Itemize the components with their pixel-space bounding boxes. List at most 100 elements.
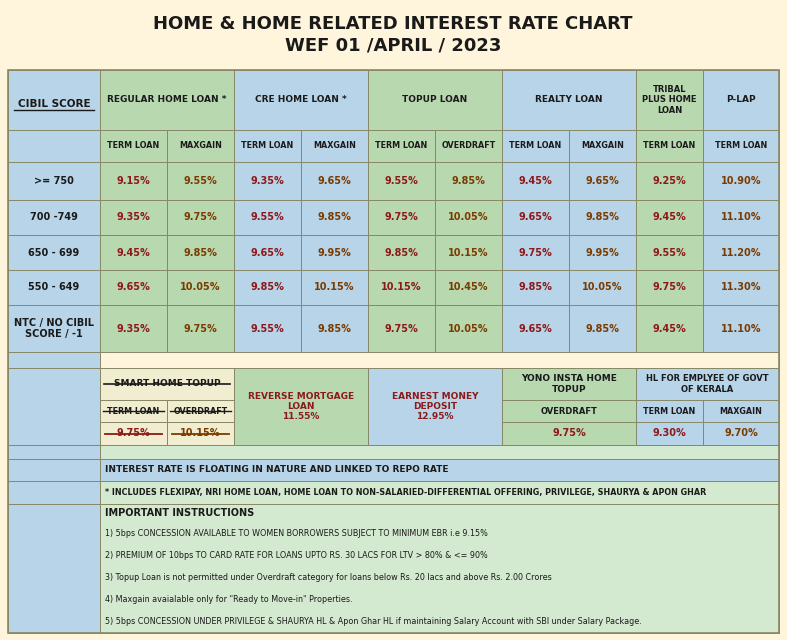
Text: MAXGAIN: MAXGAIN — [581, 141, 624, 150]
Text: 9.45%: 9.45% — [652, 212, 686, 223]
Bar — [100, 305, 167, 352]
Bar — [636, 270, 703, 305]
Bar — [8, 235, 100, 270]
Text: 10.90%: 10.90% — [721, 176, 761, 186]
Bar — [636, 235, 703, 270]
Bar — [368, 70, 502, 130]
Bar — [301, 305, 368, 352]
Text: 10.15%: 10.15% — [449, 248, 489, 257]
Bar — [636, 200, 703, 235]
Bar — [8, 130, 100, 162]
Text: 11.30%: 11.30% — [721, 282, 761, 292]
Bar — [368, 130, 435, 162]
Text: NTC / NO CIBIL
SCORE / -1: NTC / NO CIBIL SCORE / -1 — [14, 317, 94, 339]
Bar — [100, 445, 779, 459]
Text: TERM LOAN: TERM LOAN — [107, 406, 160, 415]
Bar — [100, 235, 167, 270]
Bar — [0, 0, 787, 65]
Text: 4) Maxgain avaialable only for "Ready to Move-in" Properties.: 4) Maxgain avaialable only for "Ready to… — [105, 595, 353, 605]
Text: TERM LOAN: TERM LOAN — [375, 141, 427, 150]
Bar — [234, 235, 301, 270]
Bar — [234, 130, 301, 162]
Bar — [234, 162, 301, 200]
Text: 9.65%: 9.65% — [250, 248, 284, 257]
Bar — [502, 305, 569, 352]
Text: YONO INSTA HOME
TOPUP: YONO INSTA HOME TOPUP — [521, 374, 617, 394]
Bar — [569, 270, 636, 305]
Bar — [502, 130, 569, 162]
Bar — [703, 70, 779, 130]
Text: 9.25%: 9.25% — [652, 176, 686, 186]
Text: REALTY LOAN: REALTY LOAN — [535, 95, 603, 104]
Text: TERM LOAN: TERM LOAN — [644, 141, 696, 150]
Text: 9.75%: 9.75% — [552, 429, 586, 438]
Bar — [234, 368, 368, 445]
Bar — [636, 162, 703, 200]
Text: 9.75%: 9.75% — [519, 248, 552, 257]
Bar — [301, 270, 368, 305]
Text: 9.65%: 9.65% — [318, 176, 351, 186]
Bar — [502, 422, 636, 445]
Text: 9.75%: 9.75% — [116, 429, 150, 438]
Text: 9.35%: 9.35% — [116, 323, 150, 333]
Text: 9.35%: 9.35% — [116, 212, 150, 223]
Bar — [8, 481, 100, 504]
Bar — [8, 70, 100, 130]
Bar — [100, 481, 779, 504]
Bar — [100, 270, 167, 305]
Text: 9.75%: 9.75% — [652, 282, 686, 292]
Text: WEF 01 /APRIL / 2023: WEF 01 /APRIL / 2023 — [285, 37, 501, 55]
Text: 10.15%: 10.15% — [180, 429, 220, 438]
Text: MAXGAIN: MAXGAIN — [179, 141, 222, 150]
Bar — [100, 459, 779, 481]
Text: MAXGAIN: MAXGAIN — [719, 406, 763, 415]
Bar — [569, 200, 636, 235]
Text: 9.55%: 9.55% — [250, 323, 284, 333]
Text: 9.85%: 9.85% — [586, 323, 619, 333]
Text: P-LAP: P-LAP — [726, 95, 756, 104]
Bar — [569, 162, 636, 200]
Text: 9.55%: 9.55% — [652, 248, 686, 257]
Bar — [636, 70, 703, 130]
Text: 10.15%: 10.15% — [314, 282, 355, 292]
Bar — [100, 130, 167, 162]
Text: 9.85%: 9.85% — [519, 282, 552, 292]
Text: INTEREST RATE IS FLOATING IN NATURE AND LINKED TO REPO RATE: INTEREST RATE IS FLOATING IN NATURE AND … — [105, 465, 449, 474]
Bar — [636, 305, 703, 352]
Text: 9.35%: 9.35% — [250, 176, 284, 186]
Text: 9.75%: 9.75% — [183, 323, 217, 333]
Text: 10.05%: 10.05% — [449, 323, 489, 333]
Bar — [636, 400, 703, 422]
Bar — [234, 270, 301, 305]
Bar — [167, 200, 234, 235]
Text: 9.75%: 9.75% — [183, 212, 217, 223]
Bar — [167, 235, 234, 270]
Text: 9.15%: 9.15% — [116, 176, 150, 186]
Text: 1) 5bps CONCESSION AVAILABLE TO WOMEN BORROWERS SUBJECT TO MINIMUM EBR i.e 9.15%: 1) 5bps CONCESSION AVAILABLE TO WOMEN BO… — [105, 529, 488, 538]
Bar — [8, 445, 100, 459]
Bar — [502, 400, 636, 422]
Bar — [8, 459, 100, 481]
Bar — [703, 305, 779, 352]
Bar — [636, 130, 703, 162]
Text: MAXGAIN: MAXGAIN — [313, 141, 356, 150]
Text: 10.15%: 10.15% — [381, 282, 422, 292]
Text: OVERDRAFT: OVERDRAFT — [173, 406, 227, 415]
Text: 2) PREMIUM OF 10bps TO CARD RATE FOR LOANS UPTO RS. 30 LACS FOR LTV > 80% & <= 9: 2) PREMIUM OF 10bps TO CARD RATE FOR LOA… — [105, 552, 488, 561]
Text: 9.55%: 9.55% — [250, 212, 284, 223]
Bar — [502, 270, 569, 305]
Bar — [502, 200, 569, 235]
Bar — [234, 200, 301, 235]
Text: 9.65%: 9.65% — [116, 282, 150, 292]
Bar — [167, 305, 234, 352]
Bar — [636, 368, 779, 400]
Text: 9.45%: 9.45% — [652, 323, 686, 333]
Text: HL FOR EMPLYEE OF GOVT
OF KERALA: HL FOR EMPLYEE OF GOVT OF KERALA — [646, 374, 769, 394]
Bar — [435, 130, 502, 162]
Bar — [502, 162, 569, 200]
Text: CRE HOME LOAN *: CRE HOME LOAN * — [255, 95, 347, 104]
Bar — [100, 162, 167, 200]
Text: OVERDRAFT: OVERDRAFT — [541, 406, 597, 415]
Text: TERM LOAN: TERM LOAN — [509, 141, 562, 150]
Bar — [167, 270, 234, 305]
